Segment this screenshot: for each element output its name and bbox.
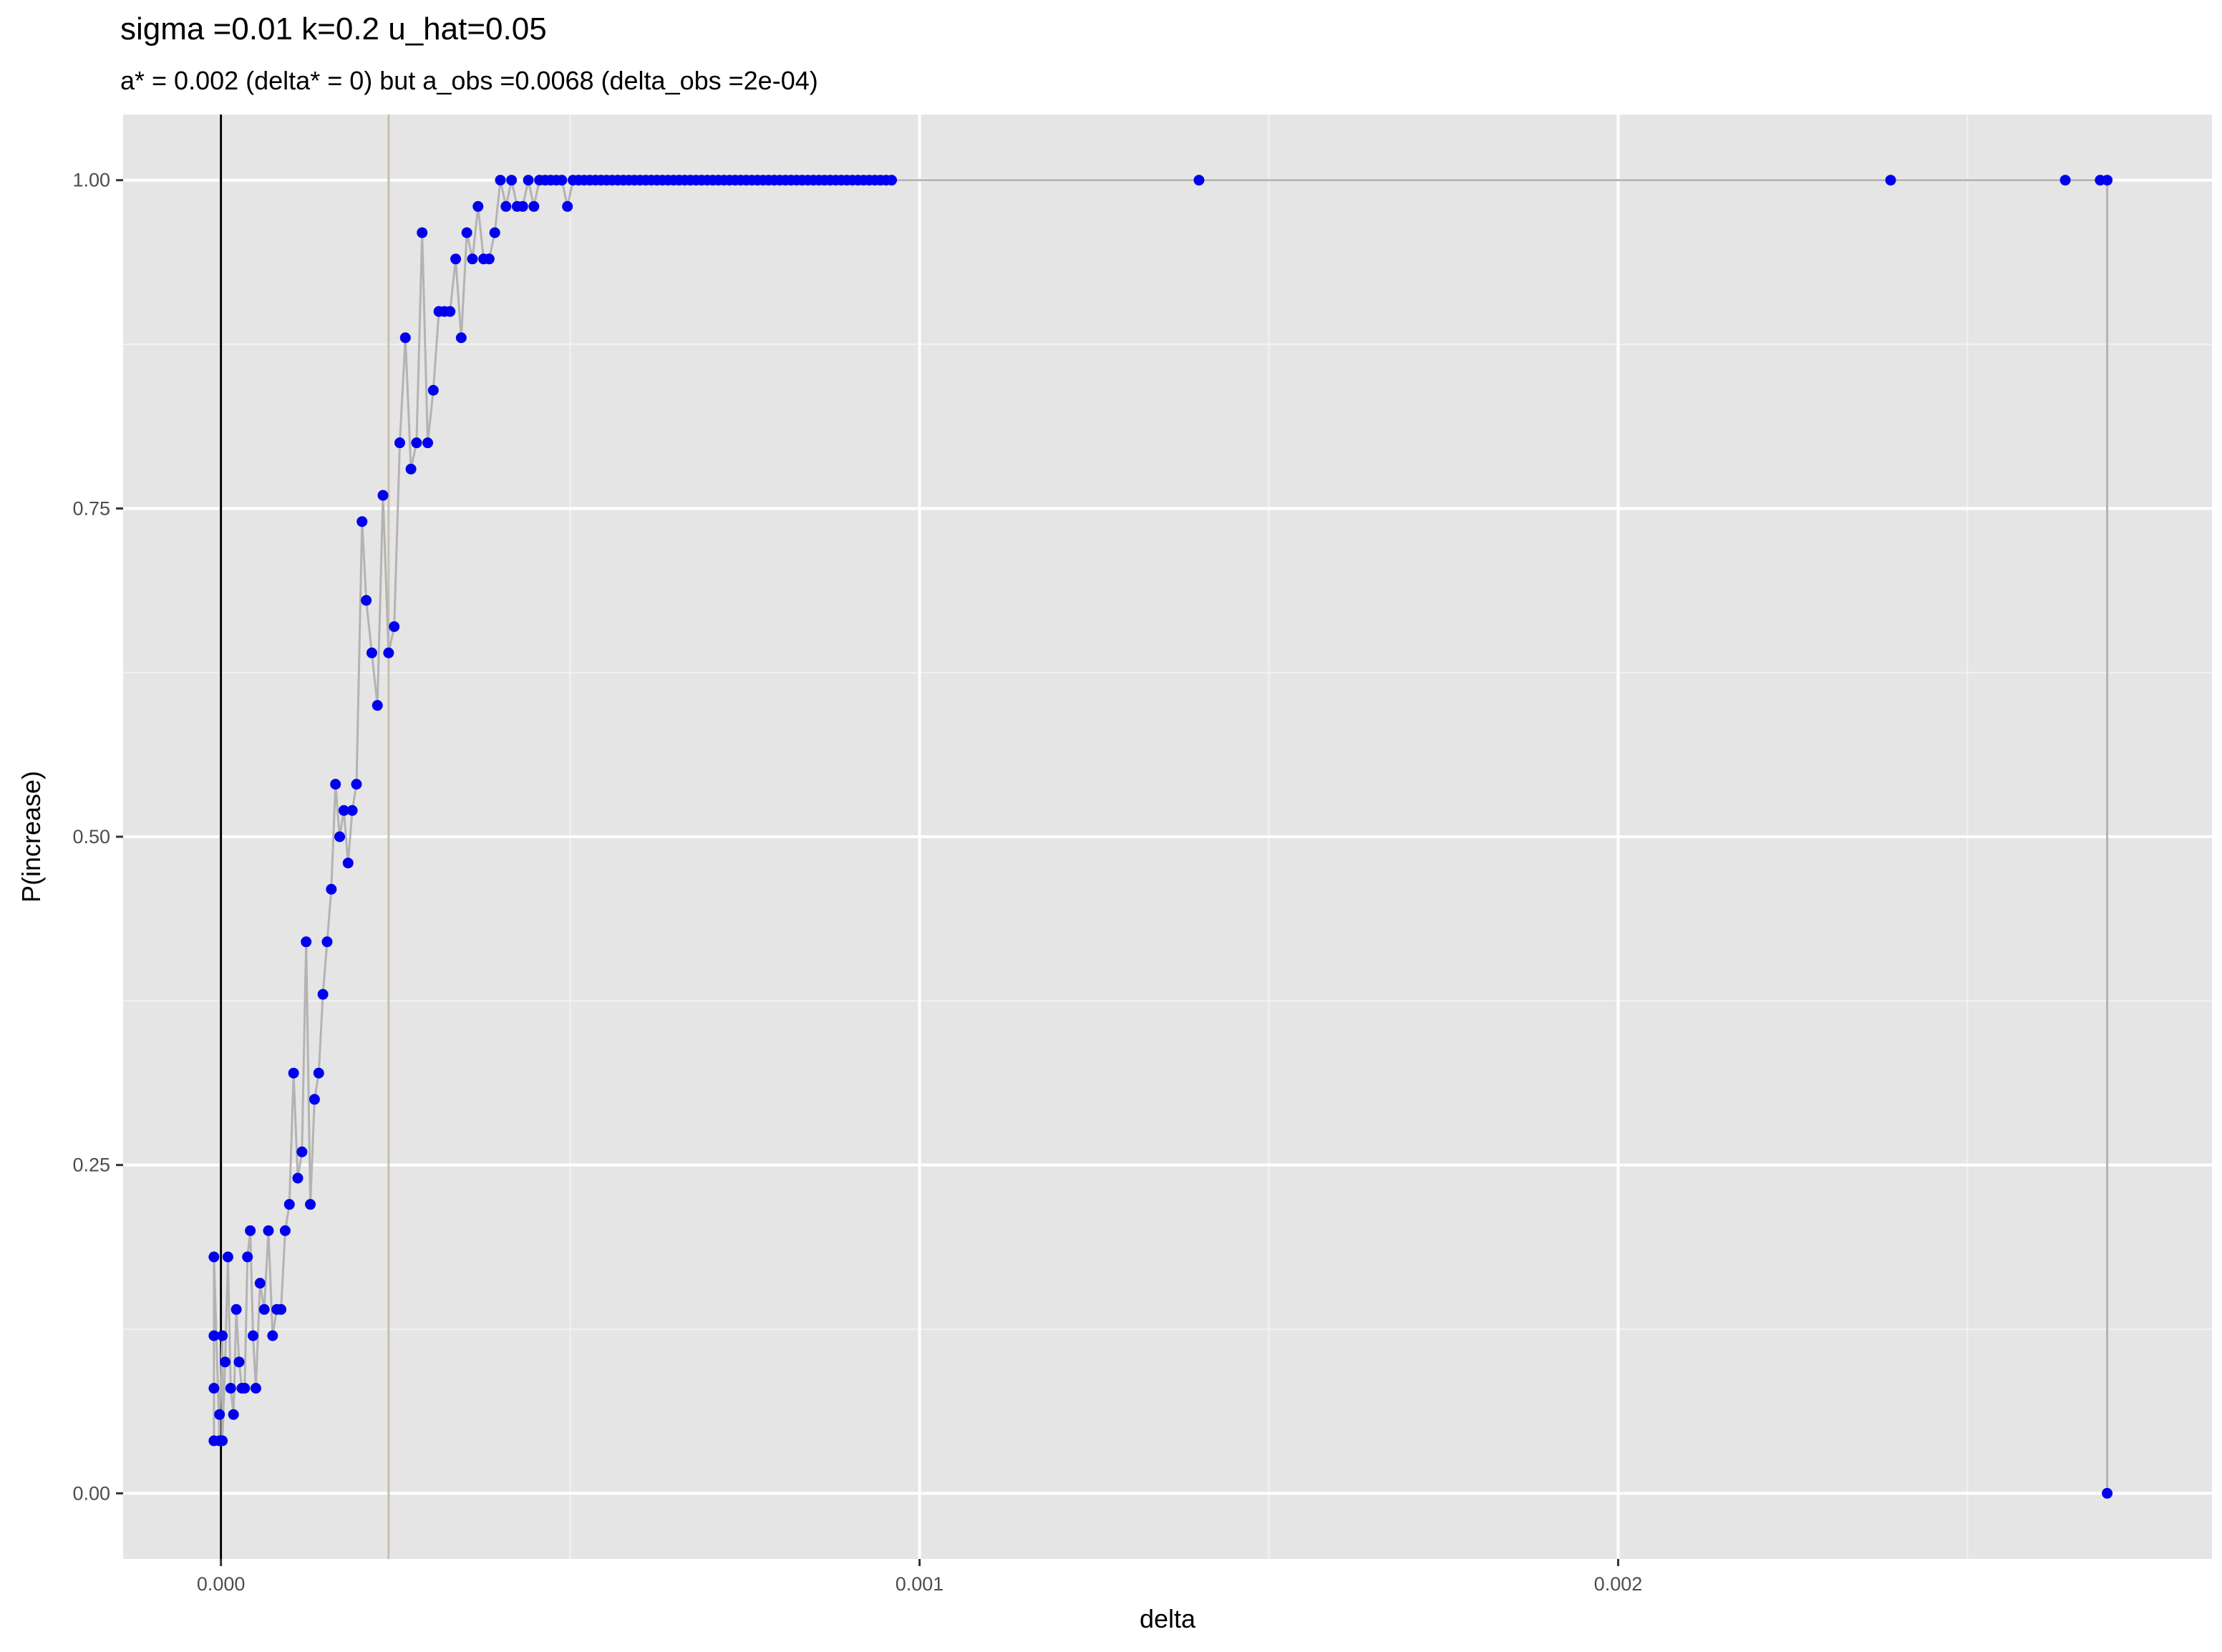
data-point [346, 805, 358, 816]
data-point [309, 1094, 320, 1105]
data-point [217, 1435, 228, 1447]
data-point [276, 1303, 287, 1315]
data-point [231, 1303, 242, 1315]
data-point [267, 1330, 278, 1341]
data-point [2102, 1487, 2113, 1499]
y-axis-title: P(increase) [16, 771, 46, 903]
data-point [239, 1383, 251, 1394]
data-point [450, 253, 462, 265]
data-point [208, 1383, 220, 1394]
data-point [461, 227, 472, 238]
data-point [305, 1199, 316, 1210]
y-tick-label: 1.00 [72, 170, 110, 191]
data-point [399, 332, 411, 344]
data-point [886, 175, 898, 186]
data-point [528, 200, 540, 212]
data-point [445, 306, 456, 317]
x-tick-label: 0.000 [197, 1573, 246, 1595]
data-point [263, 1225, 274, 1236]
x-axis-title: delta [1140, 1604, 1196, 1633]
data-point [279, 1225, 291, 1236]
data-point [222, 1251, 233, 1263]
data-point [394, 437, 405, 449]
data-point [242, 1251, 253, 1263]
x-tick-label: 0.002 [1594, 1573, 1643, 1595]
data-point [523, 175, 534, 186]
data-point [228, 1409, 239, 1420]
data-point [254, 1278, 266, 1289]
data-point [2102, 175, 2113, 186]
data-point [208, 1330, 220, 1341]
reference-lines [220, 115, 390, 1559]
data-point [292, 1172, 304, 1184]
data-point [1885, 175, 1896, 186]
data-point [562, 200, 573, 212]
axes: 0.000 0.001 0.002 0.00 0.25 0.50 0.75 1.00 [72, 170, 1642, 1595]
data-point [245, 1225, 256, 1236]
data-point [214, 1409, 225, 1420]
chart-subtitle: a* = 0.002 (delta* = 0) but a_obs =0.006… [120, 66, 818, 95]
data-point [217, 1330, 228, 1341]
data-point [1193, 175, 1205, 186]
data-point [411, 437, 422, 449]
data-point [361, 595, 372, 606]
data-point [326, 883, 337, 895]
data-point [495, 175, 506, 186]
data-point [338, 805, 349, 816]
data-point [321, 936, 333, 948]
data-point [342, 857, 354, 869]
data-point [250, 1383, 261, 1394]
data-point [472, 200, 484, 212]
data-point [317, 988, 329, 1000]
data-point [377, 490, 389, 501]
series-layer [208, 175, 2113, 1499]
data-point [366, 647, 377, 659]
chart-title: sigma =0.01 k=0.2 u_hat=0.05 [120, 11, 547, 47]
data-point [455, 332, 467, 344]
y-tick-label: 0.00 [72, 1482, 110, 1504]
data-point [556, 175, 568, 186]
data-point [383, 647, 394, 659]
data-point [296, 1146, 308, 1157]
data-point [258, 1303, 270, 1315]
data-point [405, 463, 417, 475]
data-point [389, 621, 400, 632]
x-tick-label: 0.001 [896, 1573, 944, 1595]
data-point [313, 1067, 324, 1079]
data-point [372, 700, 383, 711]
data-point [517, 200, 528, 212]
y-tick-label: 0.75 [72, 497, 110, 519]
data-point [301, 936, 312, 948]
data-point [467, 253, 478, 265]
data-point [422, 437, 434, 449]
data-point [208, 1251, 220, 1263]
data-point [283, 1199, 295, 1210]
data-point [248, 1330, 259, 1341]
data-point [489, 227, 500, 238]
data-point [330, 779, 341, 790]
data-point [483, 253, 495, 265]
data-point [233, 1356, 245, 1368]
data-point [2060, 175, 2071, 186]
y-tick-label: 0.25 [72, 1155, 110, 1176]
data-point [506, 175, 518, 186]
data-point [356, 516, 368, 528]
y-tick-label: 0.50 [72, 826, 110, 847]
data-point [225, 1383, 236, 1394]
data-point [219, 1356, 231, 1368]
data-point [500, 200, 512, 212]
data-point [427, 384, 439, 396]
data-point [417, 227, 428, 238]
data-point [351, 779, 362, 790]
data-point [334, 831, 346, 842]
data-point [288, 1067, 299, 1079]
